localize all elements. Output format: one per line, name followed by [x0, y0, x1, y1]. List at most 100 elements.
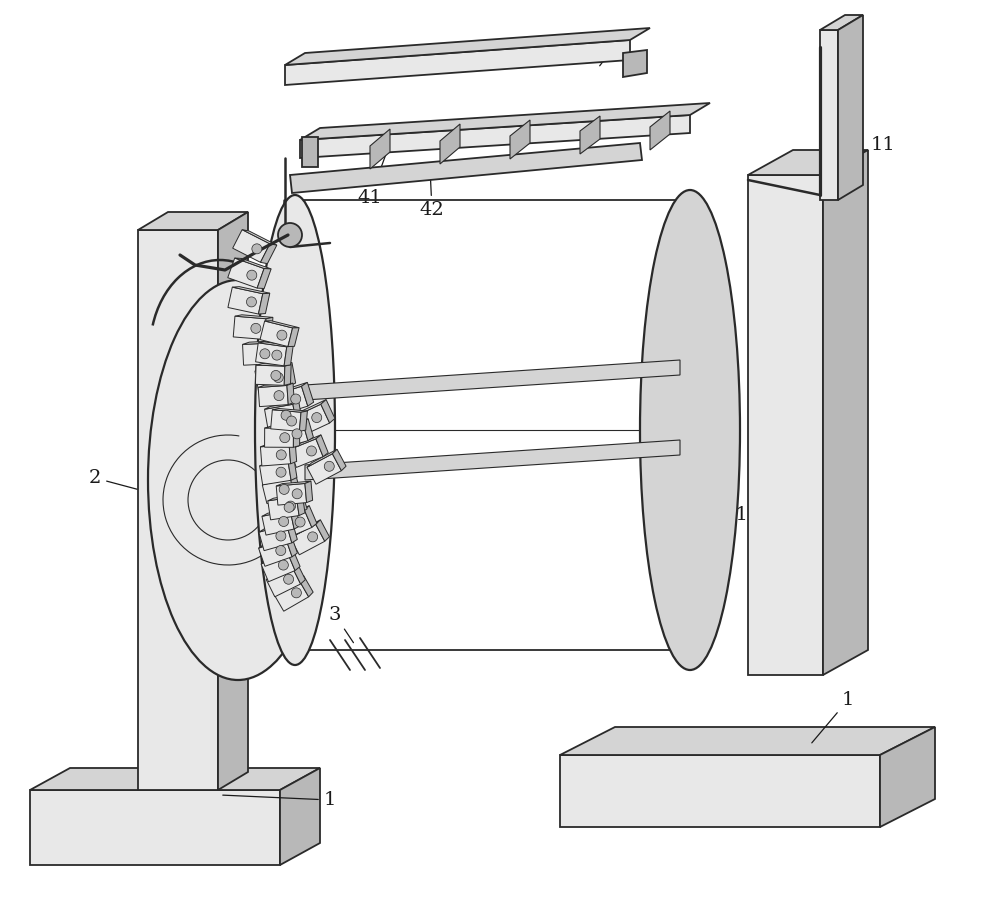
Polygon shape [242, 229, 277, 245]
Polygon shape [268, 491, 301, 504]
Polygon shape [289, 442, 297, 464]
Polygon shape [290, 143, 642, 193]
Polygon shape [302, 137, 318, 167]
Polygon shape [268, 496, 299, 519]
Polygon shape [257, 269, 271, 288]
Polygon shape [748, 175, 823, 675]
Polygon shape [258, 386, 288, 406]
Polygon shape [265, 321, 299, 328]
Polygon shape [272, 409, 307, 413]
Polygon shape [260, 244, 277, 263]
Polygon shape [258, 293, 270, 314]
Polygon shape [880, 727, 935, 827]
Ellipse shape [246, 297, 256, 307]
Ellipse shape [260, 349, 270, 359]
Polygon shape [260, 442, 295, 447]
Ellipse shape [148, 280, 328, 680]
Polygon shape [259, 539, 292, 566]
Polygon shape [748, 150, 868, 175]
Polygon shape [299, 411, 307, 431]
Polygon shape [287, 521, 297, 542]
Polygon shape [265, 402, 299, 409]
Text: 1: 1 [223, 791, 336, 809]
Polygon shape [285, 28, 650, 65]
Polygon shape [510, 120, 530, 159]
Polygon shape [243, 341, 280, 344]
Polygon shape [300, 103, 710, 140]
Ellipse shape [279, 484, 289, 495]
Polygon shape [305, 440, 680, 480]
Polygon shape [823, 150, 868, 675]
Polygon shape [284, 365, 291, 385]
Polygon shape [260, 321, 293, 346]
Polygon shape [228, 258, 264, 288]
Polygon shape [30, 768, 320, 790]
Ellipse shape [308, 531, 318, 542]
Polygon shape [268, 494, 302, 501]
Polygon shape [296, 494, 305, 516]
Ellipse shape [306, 446, 316, 456]
Polygon shape [299, 576, 313, 597]
Ellipse shape [284, 502, 294, 512]
Polygon shape [292, 563, 305, 584]
Polygon shape [290, 507, 300, 529]
Ellipse shape [273, 373, 283, 382]
Polygon shape [560, 755, 880, 827]
Text: 2: 2 [89, 469, 137, 489]
Polygon shape [290, 474, 300, 496]
Ellipse shape [274, 391, 284, 401]
Ellipse shape [277, 330, 287, 340]
Ellipse shape [271, 370, 281, 380]
Polygon shape [262, 507, 296, 517]
Ellipse shape [292, 489, 302, 499]
Text: 42: 42 [420, 170, 444, 219]
Polygon shape [258, 342, 293, 347]
Polygon shape [264, 318, 273, 340]
Polygon shape [228, 287, 263, 314]
Polygon shape [370, 129, 390, 169]
Polygon shape [307, 454, 341, 484]
Polygon shape [272, 386, 308, 415]
Polygon shape [288, 459, 297, 480]
Polygon shape [138, 212, 248, 230]
Polygon shape [271, 410, 301, 431]
Polygon shape [266, 566, 301, 597]
Polygon shape [285, 40, 630, 85]
Polygon shape [440, 124, 460, 164]
Polygon shape [255, 365, 285, 385]
Polygon shape [288, 549, 300, 571]
Polygon shape [275, 419, 308, 430]
Polygon shape [262, 474, 296, 484]
Polygon shape [321, 400, 335, 423]
Polygon shape [293, 404, 330, 437]
Polygon shape [286, 363, 296, 386]
Polygon shape [293, 426, 300, 448]
Polygon shape [235, 258, 271, 269]
Polygon shape [259, 535, 291, 548]
Text: 41: 41 [358, 146, 389, 207]
Polygon shape [820, 15, 863, 30]
Polygon shape [261, 553, 295, 582]
Ellipse shape [291, 394, 301, 404]
Polygon shape [276, 481, 311, 486]
Polygon shape [303, 419, 313, 440]
Ellipse shape [287, 416, 297, 426]
Text: 31: 31 [703, 501, 748, 524]
Ellipse shape [286, 501, 296, 511]
Text: 4: 4 [179, 241, 223, 269]
Polygon shape [289, 435, 321, 449]
Polygon shape [274, 580, 309, 612]
Ellipse shape [276, 531, 286, 541]
Polygon shape [266, 563, 297, 579]
Polygon shape [265, 404, 296, 428]
Polygon shape [305, 481, 313, 503]
Text: 3: 3 [329, 606, 353, 643]
Polygon shape [259, 521, 292, 532]
Polygon shape [304, 506, 317, 528]
Polygon shape [289, 438, 323, 468]
Polygon shape [296, 491, 307, 512]
Polygon shape [265, 428, 293, 448]
Polygon shape [218, 212, 248, 790]
Polygon shape [256, 364, 291, 367]
Polygon shape [278, 510, 312, 539]
